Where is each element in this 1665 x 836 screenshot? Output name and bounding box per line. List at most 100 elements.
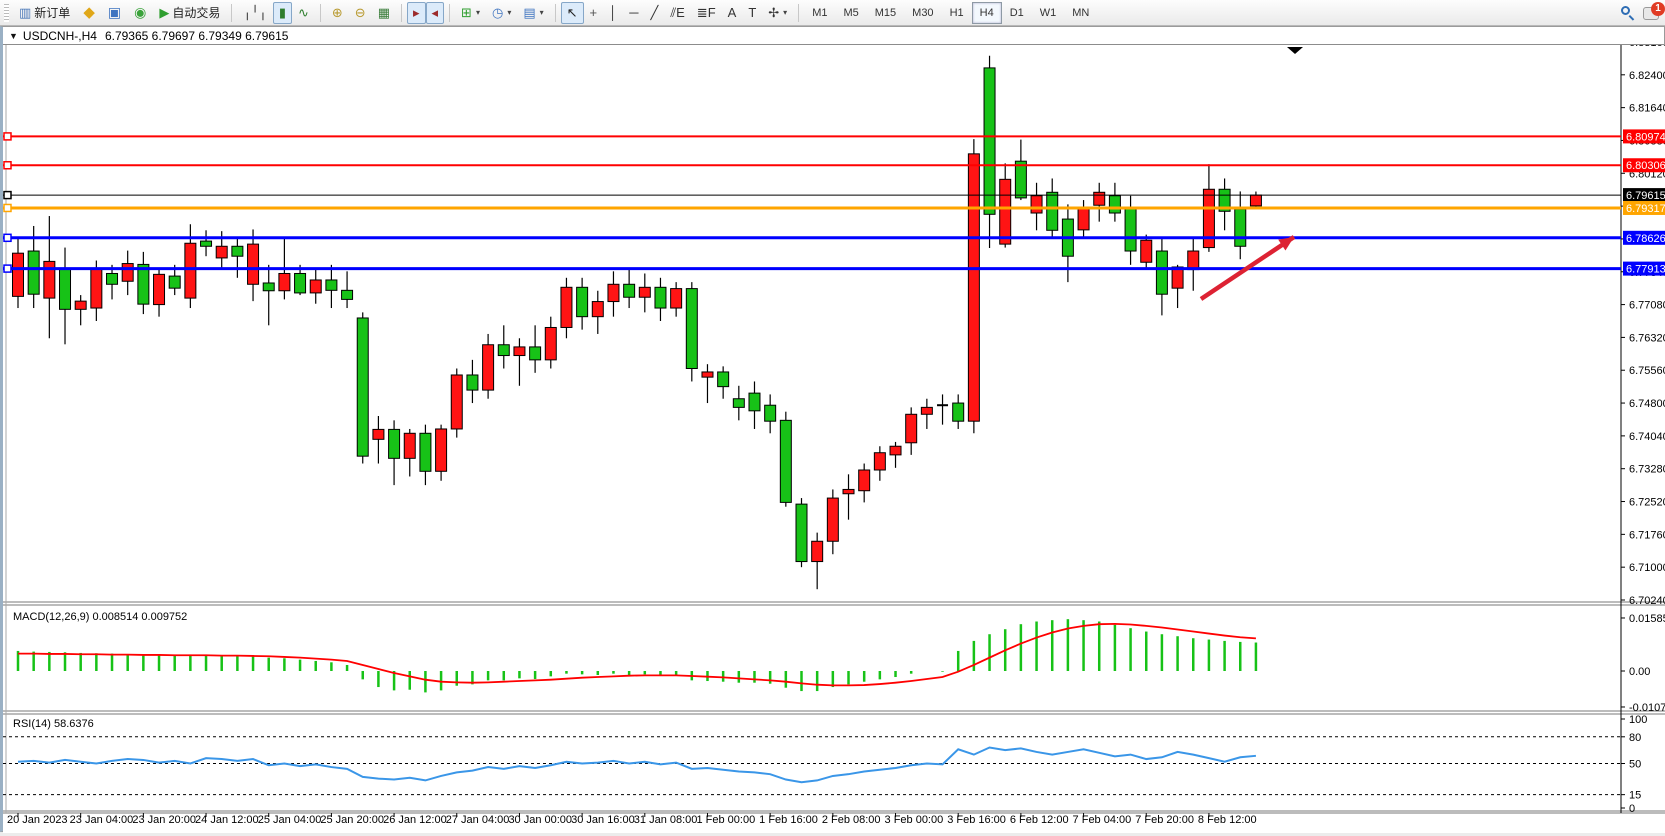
bull-candle: [482, 344, 495, 391]
bear-candle: [1234, 208, 1247, 247]
text-icon: A: [727, 5, 737, 20]
bear-candle: [1108, 195, 1121, 214]
time-tick-label: 25 Jan 04:00: [258, 814, 322, 826]
mql-community-button[interactable]: ▣: [102, 2, 127, 24]
bull-candle: [1030, 195, 1043, 214]
bar-chart-button[interactable]: ╷╵╷: [237, 2, 272, 24]
bear-candle: [325, 279, 338, 291]
chart-window: ▼ USDCNH-,H4 6.79365 6.79697 6.79349 6.7…: [0, 26, 1665, 833]
market-depth-button[interactable]: ◆: [77, 2, 101, 24]
fibonacci-button[interactable]: ≣F: [691, 2, 722, 24]
cursor-icon: ↖: [566, 5, 578, 20]
mql-community-icon: ▣: [107, 4, 122, 20]
toolbar-separator: [449, 3, 451, 22]
zoom-in-button[interactable]: ⊕: [326, 2, 349, 24]
bull-candle: [873, 452, 886, 471]
arrows-button[interactable]: ✢ ▾: [762, 2, 793, 24]
trendline-button[interactable]: ╱: [644, 2, 664, 24]
bull-candle: [1202, 188, 1215, 249]
period-button[interactable]: ◷ ▾: [486, 2, 517, 24]
timeframe-H4[interactable]: H4: [971, 1, 1002, 24]
bull-candle: [701, 371, 714, 378]
bull-candle: [905, 413, 918, 444]
bear-candle: [419, 432, 432, 472]
time-tick-label: 30 Jan 16:00: [571, 814, 635, 826]
bear-candle: [231, 245, 244, 257]
resistance-line-2-handle[interactable]: [3, 160, 12, 170]
chart-shift-marker[interactable]: [1287, 47, 1303, 54]
resistance-line-1-tag-label: 6.80974: [1626, 131, 1665, 143]
line-chart-button[interactable]: ∿: [292, 2, 315, 24]
bull-candle: [184, 242, 197, 299]
support-line-2-handle[interactable]: [3, 264, 12, 273]
template-button[interactable]: ▤ ▾: [517, 2, 549, 24]
current-price-line-handle[interactable]: [3, 190, 12, 200]
crosshair-button[interactable]: +: [584, 2, 604, 24]
market-depth-icon: ◆: [83, 4, 95, 21]
macd-axis-label: -0.01076: [1629, 702, 1665, 714]
new-order-button[interactable]: ▥ 新订单: [13, 2, 76, 24]
notifications-icon[interactable]: 1: [1643, 1, 1665, 20]
candlestick-chart-button[interactable]: ▮: [272, 1, 292, 24]
line-chart-icon: ∿: [297, 5, 309, 20]
timeframe-D1[interactable]: D1: [1009, 6, 1024, 19]
bear-candle: [59, 267, 72, 310]
period-icon: ◷: [491, 5, 504, 20]
pivot-line-tag-label: 6.79317: [1626, 203, 1665, 215]
price-tick-label: 6.73280: [1629, 464, 1665, 476]
vertical-line-icon: │: [609, 5, 618, 20]
chart-symbol-title: USDCNH-,H4: [22, 29, 97, 43]
support-line-2-tag-label: 6.77913: [1626, 264, 1665, 276]
chevron-down-icon: ▾: [475, 8, 480, 17]
trend-arrow-head[interactable]: [1278, 237, 1294, 251]
horizontal-line-button[interactable]: ─: [623, 2, 644, 24]
bear-candle: [1218, 188, 1231, 212]
bull-candle: [435, 428, 448, 472]
support-line-1-tag-label: 6.78626: [1626, 233, 1665, 245]
indicators-button[interactable]: ⊞ ▾: [455, 2, 486, 24]
bear-candle: [466, 374, 479, 391]
timeframe-M15[interactable]: M15: [874, 6, 897, 19]
bull-candle: [403, 432, 416, 459]
equidistant-channel-button[interactable]: ⫽E: [664, 2, 690, 24]
pivot-line-handle[interactable]: [3, 203, 12, 213]
auto-scroll-button[interactable]: ▸: [406, 1, 426, 24]
current-price-line-tag-label: 6.79615: [1626, 190, 1665, 202]
toolbar-right-group: 1: [1621, 0, 1665, 26]
signals-button[interactable]: ◉: [128, 2, 152, 24]
zoom-in-icon: ⊕: [331, 5, 343, 20]
timeframe-W1[interactable]: W1: [1039, 6, 1057, 19]
macd-indicator-label: MACD(12,26,9) 0.008514 0.009752: [13, 611, 187, 623]
toolbar-grip[interactable]: [4, 3, 9, 22]
bear-candle: [779, 419, 792, 503]
timeframe-M30[interactable]: M30: [912, 6, 934, 19]
chart-shift-button[interactable]: ◂: [425, 1, 445, 24]
toolbar-separator: [319, 3, 321, 22]
resistance-line-1-handle[interactable]: [3, 132, 12, 141]
bear-candle: [106, 272, 119, 285]
bull-candle: [1249, 194, 1262, 207]
cursor-button[interactable]: ↖: [560, 1, 584, 24]
timeframe-MN[interactable]: MN: [1072, 6, 1090, 19]
vertical-line-button[interactable]: │: [603, 2, 623, 24]
bear-candle: [732, 398, 745, 408]
rsi-indicator-label: RSI(14) 58.6376: [13, 718, 94, 730]
bear-candle: [356, 317, 369, 457]
search-icon[interactable]: [1621, 6, 1635, 21]
timeframe-H1[interactable]: H1: [949, 6, 964, 19]
text-button[interactable]: A: [722, 2, 743, 24]
auto-trading-button[interactable]: ▶ 自动交易: [153, 2, 226, 24]
timeframe-M5[interactable]: M5: [843, 6, 859, 19]
time-tick-label: 31 Jan 08:00: [634, 814, 698, 826]
chart-type-group: ╷╵╷ ▮ ∿: [237, 1, 315, 24]
support-line-1-handle[interactable]: [3, 233, 12, 243]
trend-arrow[interactable]: [1199, 235, 1296, 301]
chart-plot-area: 6.831606.824006.816406.808806.801206.793…: [3, 45, 1665, 833]
main-toolbar: ▥ 新订单 ◆ ▣ ◉ ▶ 自动交易 ╷╵╷ ▮ ∿ ⊕ ⊖ ▦ ▸ ◂ ⊞ ▾ ◷ ▾ ▤ ▾ ↖…: [0, 0, 1665, 26]
text-label-button[interactable]: T: [742, 2, 762, 24]
chart-collapse-icon[interactable]: ▼: [9, 31, 18, 41]
zoom-out-button[interactable]: ⊖: [349, 2, 372, 24]
tile-windows-button[interactable]: ▦: [372, 2, 396, 24]
price-tick-label: 6.77080: [1629, 300, 1665, 312]
timeframe-M1[interactable]: M1: [812, 6, 828, 19]
